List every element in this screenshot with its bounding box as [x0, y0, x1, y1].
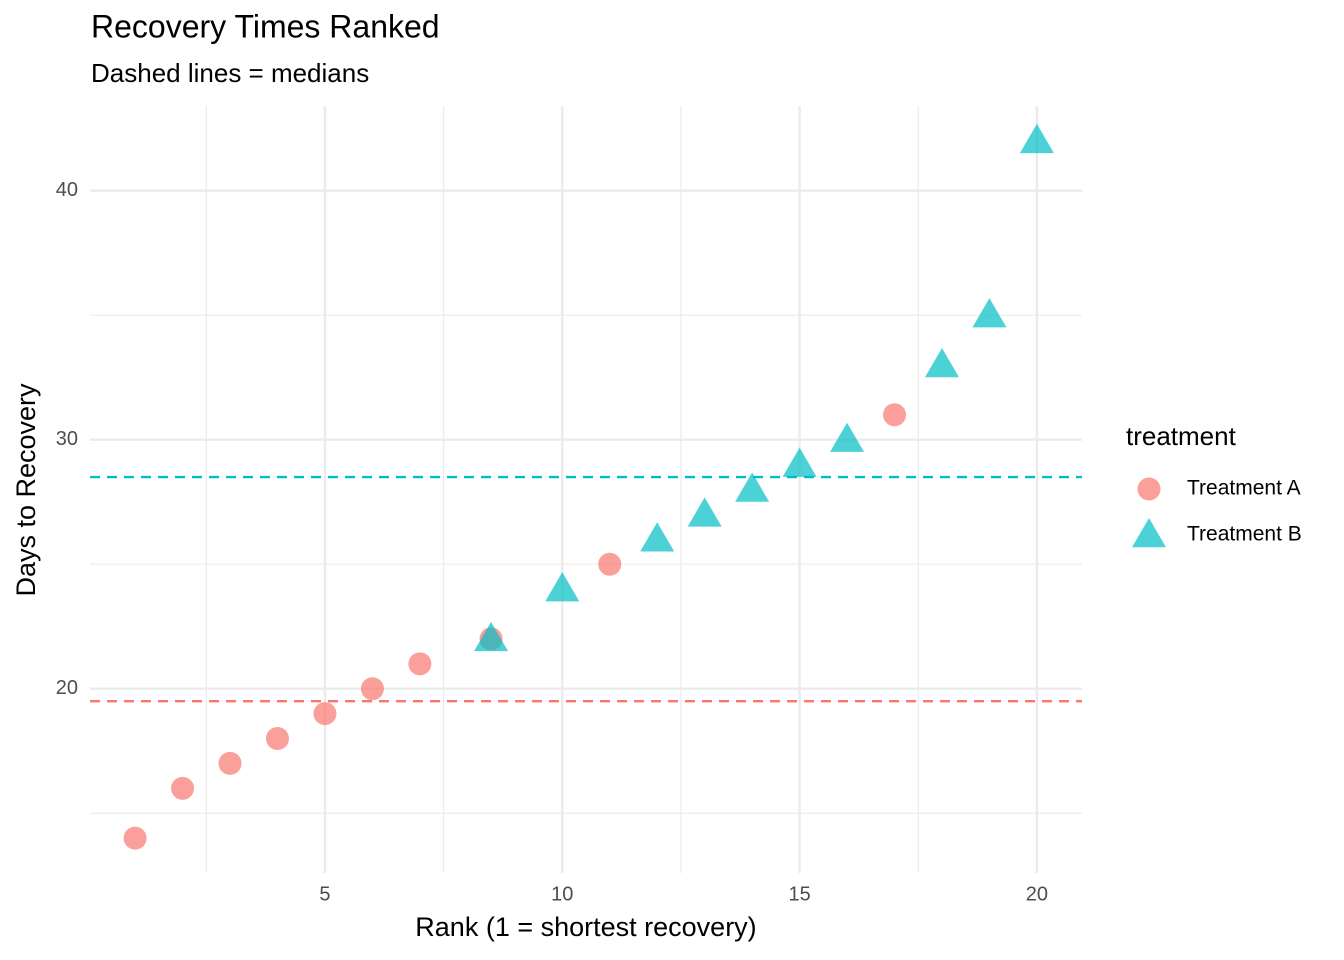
point [408, 652, 432, 676]
point [924, 347, 959, 378]
point [171, 776, 195, 800]
grid [90, 106, 1082, 873]
point [313, 702, 337, 726]
chart-title: Recovery Times Ranked [91, 8, 440, 44]
x-tick-label: 15 [788, 883, 810, 905]
point [830, 422, 865, 452]
point [360, 677, 384, 701]
legend-key [1137, 477, 1161, 501]
y-axis-label: Days to Recovery [11, 383, 41, 597]
point [545, 572, 580, 602]
x-tick-label: 5 [319, 883, 330, 905]
point [883, 403, 907, 427]
y-tick-label: 30 [56, 428, 78, 450]
chart-subtitle: Dashed lines = medians [91, 58, 369, 88]
point [640, 522, 675, 552]
x-tick-label: 10 [551, 883, 573, 905]
point [123, 826, 147, 850]
point [474, 621, 509, 652]
legend-label: Treatment A [1187, 477, 1301, 500]
point [1019, 123, 1054, 154]
x-tick-label: 20 [1026, 883, 1048, 905]
y-tick-label: 40 [56, 179, 78, 201]
point [735, 472, 770, 502]
point [782, 447, 817, 477]
point [972, 298, 1007, 328]
point [687, 497, 722, 527]
point [218, 751, 242, 775]
point [265, 727, 289, 751]
x-axis-label: Rank (1 = shortest recovery) [415, 912, 756, 942]
y-tick-label: 20 [56, 677, 78, 699]
legend-key [1132, 518, 1166, 548]
point [598, 552, 622, 576]
legend-title: treatment [1126, 421, 1237, 451]
legend-label: Treatment B [1187, 523, 1302, 546]
